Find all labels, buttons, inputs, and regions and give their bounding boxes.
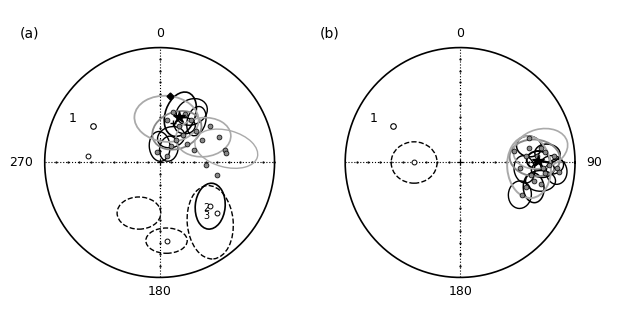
Text: 3: 3 [203,211,210,221]
Text: 180: 180 [148,285,172,298]
Text: 270: 270 [9,156,33,169]
Text: 0: 0 [456,27,464,40]
Text: (a): (a) [19,27,39,41]
Text: 90: 90 [587,156,602,169]
Text: 180: 180 [448,285,472,298]
Text: (b): (b) [320,27,340,41]
Text: 1: 1 [69,112,77,125]
Text: 0: 0 [156,27,163,40]
Text: 1: 1 [369,112,377,125]
Text: 2: 2 [203,203,210,213]
